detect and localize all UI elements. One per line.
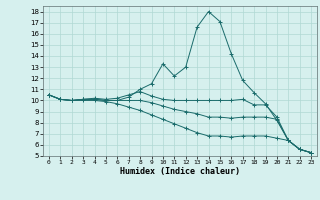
X-axis label: Humidex (Indice chaleur): Humidex (Indice chaleur): [120, 167, 240, 176]
